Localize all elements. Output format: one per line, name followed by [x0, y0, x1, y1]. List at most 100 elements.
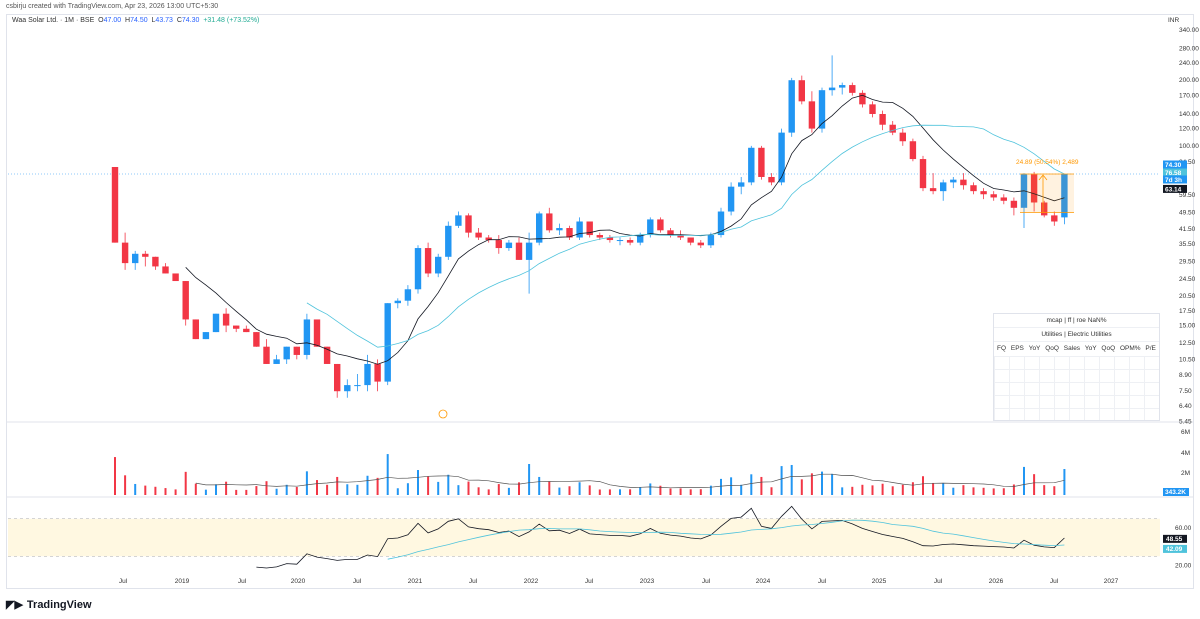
volume-bar: [568, 486, 571, 495]
candle-body: [404, 289, 412, 301]
volume-bar: [1053, 486, 1056, 495]
volume-bar: [619, 489, 621, 495]
candle-body: [596, 235, 603, 238]
candle-body: [879, 113, 886, 125]
time-tick-label: Jul: [818, 578, 827, 585]
volume-bar: [578, 482, 581, 495]
currency-label: INR: [1168, 17, 1180, 24]
candle-body: [465, 215, 472, 233]
candle-body: [960, 179, 967, 186]
candle-body: [222, 313, 230, 326]
volume-tick-label: 4M: [1181, 450, 1190, 457]
candle-body: [667, 230, 674, 236]
low-value: 43.73: [155, 17, 173, 24]
candle-body: [546, 213, 553, 231]
candle-body: [364, 363, 371, 386]
price-tick-label: 5.45: [1179, 418, 1192, 425]
ma-slow-line: [306, 124, 1065, 348]
price-tick-label: 140.00: [1179, 111, 1199, 118]
tradingview-logo[interactable]: ◤▶ TradingView: [6, 598, 92, 612]
volume-bar: [730, 477, 733, 495]
candle-body: [253, 332, 260, 347]
volume-bar: [1043, 485, 1046, 495]
volume-bar: [810, 473, 813, 495]
rsi-label-tag: [1163, 544, 1187, 553]
candle-body: [1030, 174, 1038, 203]
volume-bar: [326, 484, 329, 495]
candle-body: [303, 319, 311, 355]
volume-bar: [790, 464, 793, 495]
volume-bar: [174, 489, 177, 495]
volume-bar: [851, 486, 854, 495]
volume-bar: [871, 485, 874, 495]
open-label: O: [98, 17, 104, 24]
candle-body: [485, 237, 492, 241]
candle-body: [344, 385, 351, 392]
candle-body: [909, 141, 917, 160]
candle-body: [576, 221, 583, 238]
volume-bar: [295, 486, 298, 495]
price-tick-label: 49.50: [1179, 209, 1196, 216]
volume-bar: [235, 489, 238, 495]
candle-body: [354, 385, 361, 387]
price-tick-label: 84.50: [1179, 159, 1196, 166]
volume-bar: [1002, 488, 1005, 495]
candle-body: [525, 242, 533, 260]
candle-body: [435, 256, 442, 274]
candle-body: [980, 191, 987, 195]
volume-bar: [881, 483, 884, 495]
fundamentals-header-row: FQ EPS YoY QoQ Sales YoY QoQ OPM% P/E: [994, 342, 1159, 357]
price-tick-label: 200.00: [1179, 77, 1199, 84]
candle-body: [505, 242, 513, 249]
volume-bar: [396, 488, 399, 495]
rsi-ma-line: [387, 519, 1065, 560]
price-tick-label: 6.40: [1179, 403, 1192, 410]
candle-body: [394, 300, 401, 304]
volume-bar: [204, 489, 207, 495]
symbol-interval[interactable]: 1M: [64, 17, 75, 24]
symbol-legend[interactable]: Waa Solar Ltd. · 1M · BSE O47.00 H74.50 …: [12, 17, 260, 24]
volume-bar: [972, 487, 975, 495]
close-value: 74.30: [181, 17, 200, 24]
candle-body: [293, 346, 300, 355]
candle-body: [889, 124, 896, 133]
time-tick-label: 2020: [291, 578, 306, 585]
volume-bar: [800, 479, 803, 495]
candle-body: [647, 219, 654, 236]
candle-body: [182, 281, 189, 320]
close-label: C: [176, 17, 182, 24]
candle-body: [1010, 200, 1018, 208]
high-label: H: [125, 17, 131, 24]
price-label-tag: [1163, 160, 1187, 169]
rsi-label-text: 42.09: [1166, 546, 1183, 553]
volume-bar: [841, 487, 844, 495]
measure-label: 24.89 (50.54%) 2,489: [1016, 159, 1079, 166]
volume-bar: [901, 484, 904, 495]
price-label-tag: [1163, 175, 1187, 184]
volume-bar: [518, 482, 520, 495]
volume-bar: [144, 485, 147, 495]
price-tick-label: 280.00: [1179, 45, 1199, 52]
candle-body: [374, 363, 381, 382]
candle-body: [455, 215, 462, 226]
volume-bar: [558, 487, 561, 495]
candle-body: [899, 132, 906, 142]
volume-ma-line: [195, 473, 1065, 489]
volume-bar: [639, 486, 642, 495]
price-tick-label: 17.50: [1179, 308, 1196, 315]
price-tick-label: 15.00: [1179, 323, 1196, 330]
symbol-name[interactable]: Waa Solar Ltd.: [12, 17, 59, 24]
price-tick-label: 35.50: [1179, 241, 1196, 248]
volume-bar: [376, 477, 379, 495]
candle-body: [839, 85, 846, 88]
candle-body: [828, 87, 836, 91]
volume-bar: [134, 483, 137, 495]
rsi-tick-label: 20.00: [1175, 563, 1192, 570]
price-tick-label: 340.00: [1179, 27, 1199, 34]
time-tick-label: Jul: [585, 578, 594, 585]
volume-bar: [316, 480, 318, 495]
candle-body: [515, 242, 523, 260]
volume-bar: [255, 486, 258, 495]
price-tick-label: 170.00: [1179, 93, 1199, 100]
